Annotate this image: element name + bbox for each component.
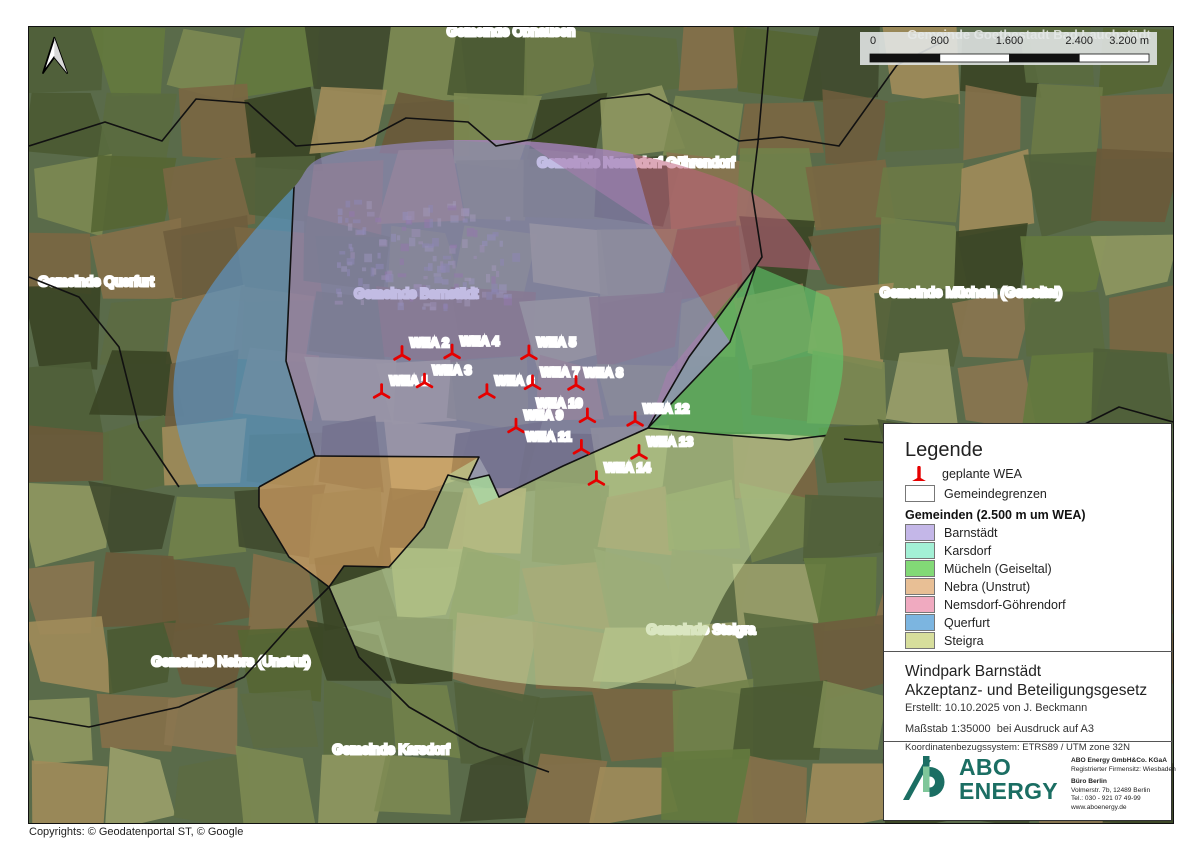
svg-text:WEA 9: WEA 9 [524, 409, 563, 423]
svg-text:WEA 3: WEA 3 [433, 364, 472, 378]
svg-text:WEA 11: WEA 11 [526, 430, 571, 444]
svg-text:WEA 14: WEA 14 [604, 461, 650, 475]
svg-text:WEA 12: WEA 12 [643, 402, 689, 416]
svg-text:WEA 1: WEA 1 [390, 374, 429, 388]
svg-text:WEA 8: WEA 8 [584, 366, 623, 380]
svg-text:ABO: ABO [959, 754, 1011, 780]
svg-text:WEA 4: WEA 4 [460, 335, 499, 349]
svg-text:WEA 7: WEA 7 [541, 365, 580, 379]
svg-text:WEA 5: WEA 5 [537, 335, 576, 349]
svg-text:WEA 13: WEA 13 [647, 435, 693, 449]
svg-text:ENERGY: ENERGY [959, 778, 1058, 804]
svg-text:WEA 2: WEA 2 [410, 336, 449, 350]
